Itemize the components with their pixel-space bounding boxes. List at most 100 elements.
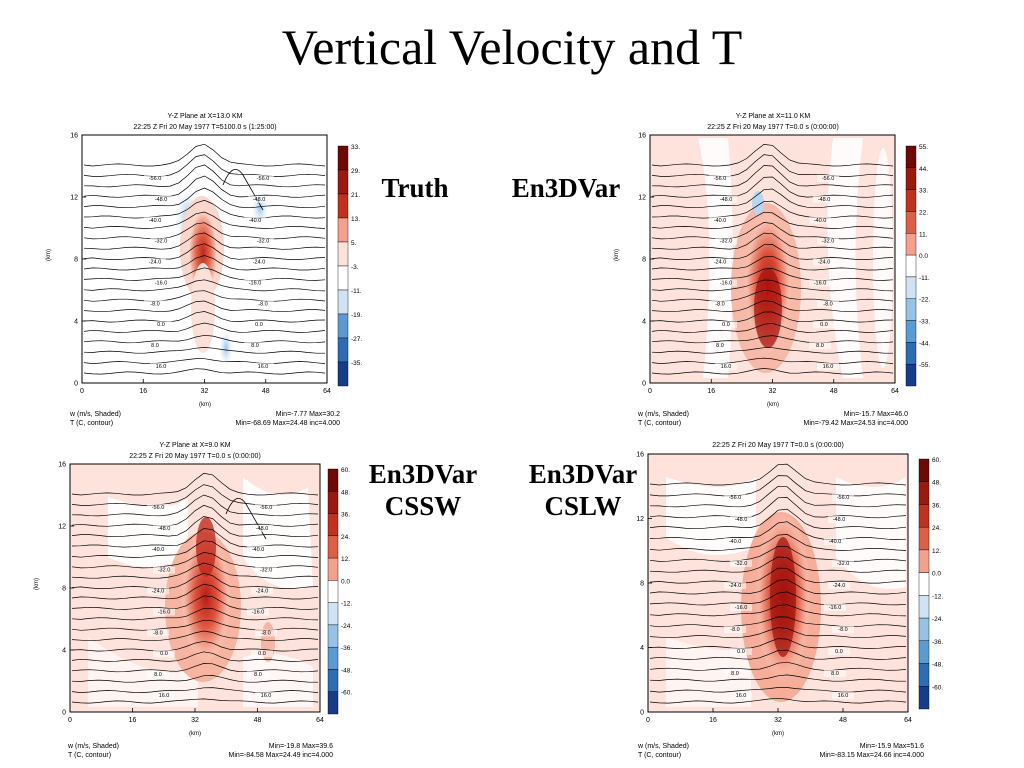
colorbar-swatch bbox=[327, 646, 339, 670]
contour-line bbox=[222, 168, 264, 211]
colorbar-swatch bbox=[337, 337, 349, 363]
contour-line bbox=[649, 556, 907, 573]
contour-line bbox=[649, 661, 907, 671]
x-tick-label: 48 bbox=[254, 717, 262, 724]
colorbar-label: 13. bbox=[351, 216, 360, 223]
contour-line bbox=[83, 322, 326, 333]
contour-line bbox=[649, 545, 907, 562]
footer-left-1: w (m/s, Shaded) bbox=[67, 743, 119, 750]
colorbar-swatch bbox=[905, 276, 917, 299]
colorbar-label: 12. bbox=[932, 548, 941, 555]
contour-line bbox=[71, 484, 319, 506]
contour-line bbox=[649, 497, 907, 519]
shading-updraft bbox=[731, 191, 801, 373]
colorbar-swatch bbox=[337, 289, 349, 315]
contour-lines bbox=[649, 463, 907, 704]
contour-line bbox=[649, 687, 907, 693]
colorbar: 60. 48. 36. 24. 12. 0.0 -12. -24. -36. -48. -60. bbox=[918, 457, 943, 710]
contour-label: -40.0 bbox=[249, 218, 262, 224]
y-tick-label: 8 bbox=[640, 581, 644, 588]
contour-line bbox=[71, 698, 319, 704]
y-tick-label: 8 bbox=[62, 586, 66, 593]
contour-label: -56.0 bbox=[149, 176, 162, 182]
x-tick-label: 32 bbox=[774, 717, 782, 724]
contour-label: -24.0 bbox=[152, 589, 165, 595]
contour-line bbox=[83, 255, 326, 271]
y-tick-label: 12 bbox=[70, 195, 78, 202]
colorbar-label: -24. bbox=[932, 616, 943, 623]
contour-label: -16.0 bbox=[720, 280, 733, 286]
y-tick-label: 16 bbox=[638, 133, 646, 140]
colorbar-label: -11. bbox=[351, 288, 362, 295]
contour-line bbox=[83, 368, 326, 375]
label-en3dvar: En3DVar bbox=[511, 173, 621, 203]
panel-header-1: Y-Z Plane at X=13.0 KM bbox=[167, 113, 242, 120]
x-axis-label: (km) bbox=[189, 731, 201, 737]
colorbar-swatch bbox=[337, 217, 349, 243]
colorbar-swatch bbox=[918, 686, 930, 710]
colorbar-swatch bbox=[905, 167, 917, 190]
footer-right-2: Min=-68.69 Max=24.48 inc=4.000 bbox=[236, 420, 341, 427]
colorbar-label: 24. bbox=[341, 534, 350, 541]
contour-line bbox=[651, 144, 894, 167]
contour-line bbox=[649, 508, 907, 530]
y-tick-label: 4 bbox=[74, 319, 78, 326]
contour-line bbox=[83, 187, 326, 209]
footer-left-2: T (C, contour) bbox=[68, 752, 111, 759]
colorbar-label: -27. bbox=[351, 336, 362, 343]
contour-label: -40.0 bbox=[729, 539, 742, 545]
contour-line bbox=[83, 222, 326, 240]
panel-header-2: 22:25 Z Fri 20 May 1977 T=0.0 s (0:00:00… bbox=[707, 124, 839, 131]
colorbar-swatch bbox=[918, 572, 930, 596]
footer-right-2: Min=-79.42 Max=24.53 inc=4.000 bbox=[804, 420, 909, 427]
y-tick-label: 0 bbox=[62, 710, 66, 717]
contour-label: 16.0 bbox=[721, 364, 732, 370]
colorbar-label: 0.0 bbox=[932, 571, 941, 578]
contour-label: -40.0 bbox=[814, 218, 827, 224]
label-cslw-line2: CSLW bbox=[544, 491, 622, 521]
colorbar-label: 21. bbox=[351, 192, 360, 199]
contour-label: -32.0 bbox=[260, 568, 273, 574]
contour-label: -32.0 bbox=[257, 239, 270, 245]
panel-cssw: -56.0 -48.0 -40.0 -32.0 -24.0 -16.0 -8.0 0.0 8.0… bbox=[28, 437, 368, 765]
y-tick-label: 8 bbox=[642, 257, 646, 264]
colorbar-swatch bbox=[905, 145, 917, 169]
y-tick-label: 16 bbox=[58, 462, 66, 469]
contour-line bbox=[651, 347, 893, 354]
contour-line bbox=[71, 619, 319, 631]
contour-label: -24.0 bbox=[253, 260, 266, 266]
colorbar-swatch bbox=[918, 481, 930, 505]
contour-label: -40.0 bbox=[714, 218, 727, 224]
contour-line bbox=[71, 572, 319, 589]
colorbar-swatch bbox=[918, 549, 930, 573]
contour-line bbox=[651, 300, 894, 313]
contour-line bbox=[71, 583, 319, 600]
x-axis-ticks: 0 16 32 48 64 bbox=[646, 708, 912, 724]
colorbar-label: -44. bbox=[919, 340, 930, 347]
colorbar-swatch bbox=[327, 624, 339, 648]
x-tick-label: 0 bbox=[80, 388, 84, 395]
colorbar-swatch bbox=[918, 595, 930, 619]
colorbar-swatch bbox=[337, 265, 349, 291]
colorbar-label: -35. bbox=[351, 360, 362, 367]
colorbar-swatch bbox=[327, 691, 339, 715]
contour-label: 0.0 bbox=[255, 322, 263, 328]
contour-line bbox=[651, 200, 894, 219]
label-cssw-line1: En3DVar bbox=[368, 459, 478, 489]
contour-label: 16.0 bbox=[736, 693, 747, 699]
contour-label: 8.0 bbox=[716, 343, 724, 349]
contour-label: -16.0 bbox=[155, 280, 168, 286]
colorbar-label: -36. bbox=[341, 645, 352, 652]
contour-line bbox=[71, 540, 319, 558]
colorbar-swatch bbox=[905, 211, 917, 234]
contour-labels: -56.0 -48.0 -40.0 -32.0 -24.0 -16.0 -8.0 0.0 8.0… bbox=[709, 175, 839, 370]
contour-label: -8.0 bbox=[715, 301, 724, 307]
contour-line bbox=[71, 675, 318, 683]
x-tick-label: 64 bbox=[891, 388, 899, 395]
contour-line bbox=[83, 232, 326, 250]
x-axis-ticks: 0 16 32 48 64 bbox=[68, 708, 324, 724]
contour-line bbox=[651, 244, 894, 260]
contour-line bbox=[71, 651, 319, 662]
colorbar-swatch bbox=[337, 169, 349, 195]
contour-line bbox=[649, 604, 907, 617]
